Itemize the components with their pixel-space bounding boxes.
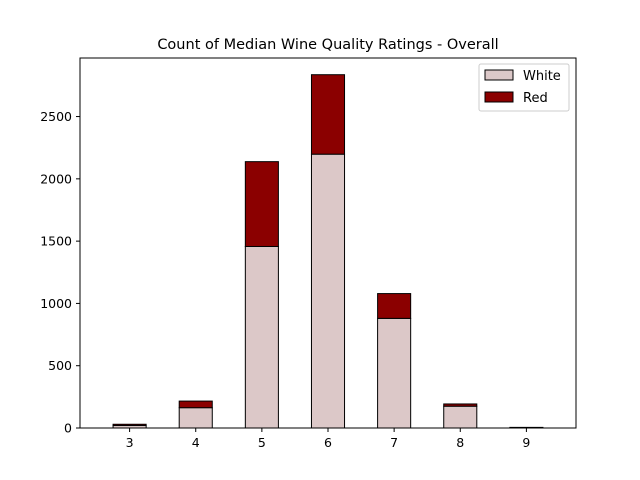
bar-red-8 [443, 403, 478, 407]
bar-white-4 [178, 407, 213, 429]
bar-white-6 [310, 153, 346, 429]
y-tick-label: 1000 [40, 296, 72, 311]
x-tick-label: 4 [192, 435, 200, 450]
legend-label-white: White [523, 69, 561, 84]
x-tick-label: 6 [324, 435, 332, 450]
legend-label-red: Red [523, 91, 548, 106]
y-tick-label: 2000 [40, 171, 72, 186]
y-tick-label: 1500 [40, 234, 72, 249]
x-tick-label: 5 [258, 435, 266, 450]
x-tick-label: 8 [456, 435, 464, 450]
plot-bars [112, 74, 544, 429]
bar-red-4 [178, 400, 213, 409]
y-tick-label: 2500 [40, 109, 72, 124]
bar-red-5 [244, 161, 279, 247]
bar-white-7 [377, 317, 412, 429]
y-tick-label: 0 [64, 421, 72, 436]
bar-white-8 [443, 405, 478, 429]
bar-red-3 [112, 423, 147, 427]
y-tick-label: 500 [48, 358, 72, 373]
chart-title: Count of Median Wine Quality Ratings - O… [157, 37, 498, 53]
plot-frame [79, 57, 577, 429]
x-tick-label: 7 [390, 435, 398, 450]
legend-swatch-red [484, 91, 514, 103]
y-axis: 0 500 1000 1500 2000 2500 [40, 109, 80, 436]
x-tick-label: 9 [522, 435, 530, 450]
x-axis: 3 4 5 6 7 8 9 [126, 428, 530, 450]
bar-red-6 [310, 74, 346, 155]
legend-swatch-white [484, 69, 514, 81]
legend: White Red [478, 63, 570, 112]
bar-red-7 [377, 293, 412, 319]
bar-white-5 [244, 245, 279, 429]
x-tick-label: 3 [126, 435, 134, 450]
